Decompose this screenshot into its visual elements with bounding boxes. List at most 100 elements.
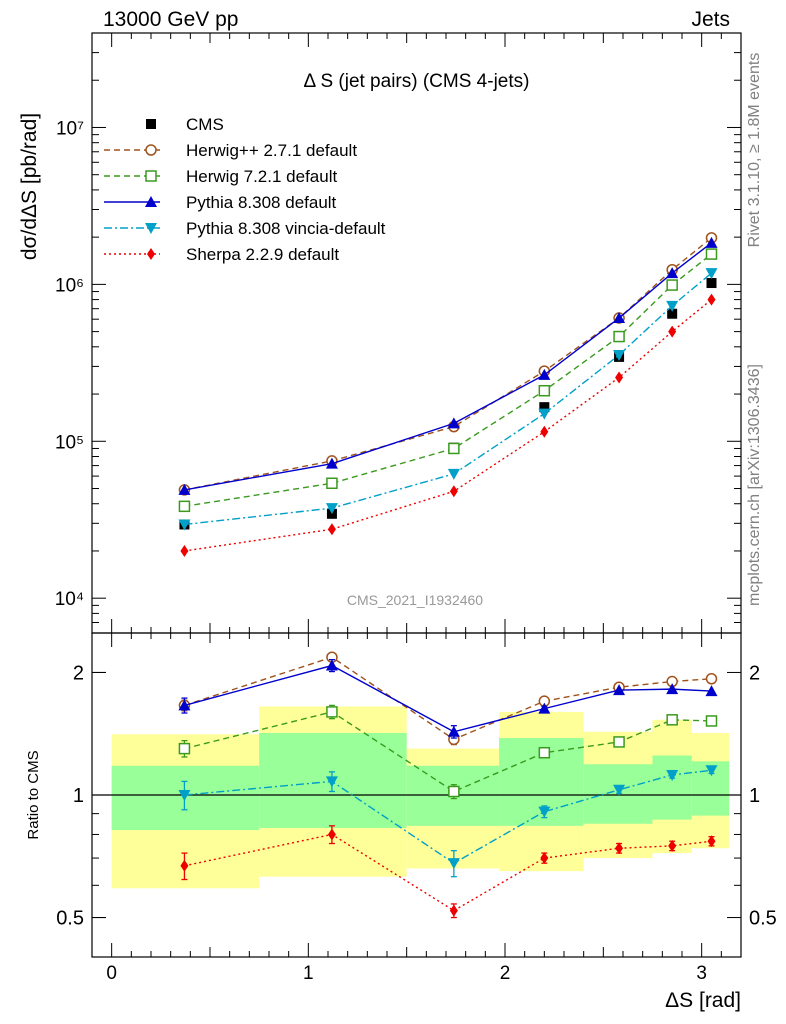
ratio-point: [448, 785, 460, 798]
stat-uncertainty-band: [583, 764, 653, 824]
legend-marker: [145, 170, 157, 182]
data-point: [538, 408, 551, 420]
ratio-point: [447, 725, 460, 737]
ratio-point: [705, 715, 718, 727]
ratio-ytick-label: 0.5: [56, 908, 84, 930]
data-point: [449, 485, 458, 498]
data-point: [325, 503, 338, 515]
series-line-4: [184, 272, 712, 526]
data-point: [326, 477, 338, 490]
ratio-ytick-label: 1: [73, 785, 84, 807]
legend-marker: [145, 223, 157, 234]
legend-marker: [145, 144, 157, 156]
ratio-point: [705, 765, 718, 777]
main-panel: 10⁴ 10⁵ 10⁶ 10⁷ Δ S (jet pairs) (CMS 4-jets)…: [18, 32, 742, 634]
main-ytick-label: 10⁴: [55, 589, 84, 610]
ratio-ytick-label-right: 0.5: [749, 908, 777, 930]
xtick-label: 3: [696, 963, 707, 984]
data-point: [666, 267, 679, 279]
process-label: Jets: [691, 8, 730, 31]
data-point: [448, 442, 460, 455]
data-point: [327, 523, 336, 536]
legend-marker: [145, 196, 157, 207]
ratio-point: [178, 699, 191, 711]
data-point: [705, 248, 718, 260]
legend-entry: Pythia 8.308 default: [186, 193, 337, 212]
ratio-ylabel: Ratio to CMS: [25, 750, 42, 839]
stat-uncertainty-band: [652, 755, 692, 820]
data-point: [613, 349, 626, 361]
main-ylabel: dσ/dΔS [pb/rad]: [18, 113, 41, 260]
series-line-3: [184, 242, 712, 491]
legend-marker: [146, 119, 156, 129]
data-point: [667, 308, 678, 319]
legend-entry: Sherpa 2.2.9 default: [186, 245, 339, 264]
xtick-label: 0: [106, 963, 117, 984]
energy-label: 13000 GeV pp: [103, 8, 238, 31]
data-point: [538, 384, 551, 397]
analysis-label: CMS_2021_I1932460: [347, 592, 483, 608]
data-point: [178, 500, 191, 513]
data-point: [707, 293, 716, 306]
series-line-2: [184, 253, 712, 508]
main-ytick-label: 10⁶: [55, 275, 84, 296]
ratio-point: [707, 835, 716, 848]
ratio-ytick-label: 2: [73, 662, 84, 684]
ratio-point: [326, 706, 338, 718]
ratio-point: [325, 659, 338, 671]
data-point: [666, 279, 678, 291]
data-point: [666, 300, 679, 312]
data-point: [705, 268, 718, 280]
data-point: [447, 417, 460, 429]
ratio-point: [705, 685, 718, 697]
ratio-point: [613, 736, 625, 748]
main-ytick-label: 10⁵: [55, 432, 84, 453]
data-point: [178, 519, 191, 531]
data-point: [540, 425, 549, 438]
ratio-point: [613, 784, 626, 796]
ratio-point: [666, 714, 678, 726]
data-point: [705, 236, 718, 248]
series-line-1: [184, 237, 712, 491]
data-point: [447, 468, 460, 480]
ratio-point: [449, 904, 458, 917]
data-point: [180, 544, 189, 557]
ratio-point: [705, 673, 718, 685]
legend-entry: CMS: [186, 115, 224, 134]
side-label-bottom: mcplots.cern.ch [arXiv:1306.3436]: [746, 364, 763, 606]
data-point: [325, 457, 338, 469]
ratio-point: [325, 776, 338, 788]
legend-entry: Pythia 8.308 vincia-default: [186, 219, 386, 238]
ratio-point: [666, 769, 679, 781]
data-point: [178, 483, 191, 495]
ratio-point: [178, 742, 191, 755]
xtick-label: 2: [500, 963, 511, 984]
data-point: [538, 368, 551, 380]
ratio-point: [538, 806, 551, 818]
ratio-point: [538, 746, 551, 759]
side-label-top: Rivet 3.1.10, ≥ 1.8M events: [746, 53, 763, 248]
ratio-point: [180, 859, 189, 872]
ratio-point: [615, 842, 624, 855]
ratio-point: [540, 852, 549, 865]
ratio-point: [538, 702, 551, 714]
data-point: [668, 325, 677, 338]
plot-title: Δ S (jet pairs) (CMS 4-jets): [304, 71, 530, 92]
ratio-point: [613, 684, 626, 696]
data-point: [615, 371, 624, 384]
data-point: [613, 330, 625, 343]
data-point: [706, 278, 717, 289]
ratio-panel: 0.5 0.5 1 1 2 2 0 1 2 3 Ratio to CMS ΔS [rad]: [25, 632, 777, 1012]
xlabel: ΔS [rad]: [665, 989, 741, 1012]
ratio-point: [327, 828, 336, 841]
ratio-ytick-label-right: 1: [749, 785, 760, 807]
ratio-point: [668, 839, 677, 852]
data-point: [613, 312, 626, 324]
ratio-point: [447, 858, 460, 870]
legend-marker: [147, 248, 155, 260]
ratio-point: [178, 790, 191, 801]
legend-entry: Herwig++ 2.7.1 default: [186, 141, 357, 160]
legend-entry: Herwig 7.2.1 default: [186, 167, 337, 186]
main-ytick-label: 10⁷: [56, 118, 84, 139]
